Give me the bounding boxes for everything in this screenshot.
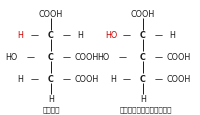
- Text: H: H: [110, 74, 116, 83]
- Text: —: —: [63, 52, 71, 61]
- Text: HO: HO: [97, 52, 109, 61]
- Text: —: —: [155, 74, 163, 83]
- Text: COOH: COOH: [131, 10, 155, 19]
- Text: C: C: [48, 31, 54, 40]
- Text: （－）ヒドロキシクエン酸: （－）ヒドロキシクエン酸: [120, 105, 172, 112]
- Text: —: —: [63, 31, 71, 40]
- Text: —: —: [123, 74, 131, 83]
- Text: クエン酸: クエン酸: [42, 105, 60, 112]
- Text: C: C: [140, 31, 146, 40]
- Text: COOH: COOH: [75, 52, 99, 61]
- Text: H: H: [17, 74, 23, 83]
- Text: C: C: [48, 52, 54, 61]
- Text: H: H: [17, 31, 23, 40]
- Text: C: C: [48, 74, 54, 83]
- Text: —: —: [27, 52, 35, 61]
- Text: —: —: [63, 74, 71, 83]
- Text: —: —: [31, 31, 39, 40]
- Text: C: C: [140, 74, 146, 83]
- Text: HO: HO: [105, 31, 117, 40]
- Text: —: —: [155, 52, 163, 61]
- Text: COOH: COOH: [75, 74, 99, 83]
- Text: H: H: [77, 31, 83, 40]
- Text: H: H: [140, 94, 146, 103]
- Text: C: C: [140, 52, 146, 61]
- Text: COOH: COOH: [167, 74, 191, 83]
- Text: COOH: COOH: [167, 52, 191, 61]
- Text: H: H: [48, 94, 54, 103]
- Text: H: H: [169, 31, 175, 40]
- Text: —: —: [155, 31, 163, 40]
- Text: COOH: COOH: [39, 10, 63, 19]
- Text: HO: HO: [5, 52, 17, 61]
- Text: —: —: [119, 52, 127, 61]
- Text: —: —: [123, 31, 131, 40]
- Text: —: —: [31, 74, 39, 83]
